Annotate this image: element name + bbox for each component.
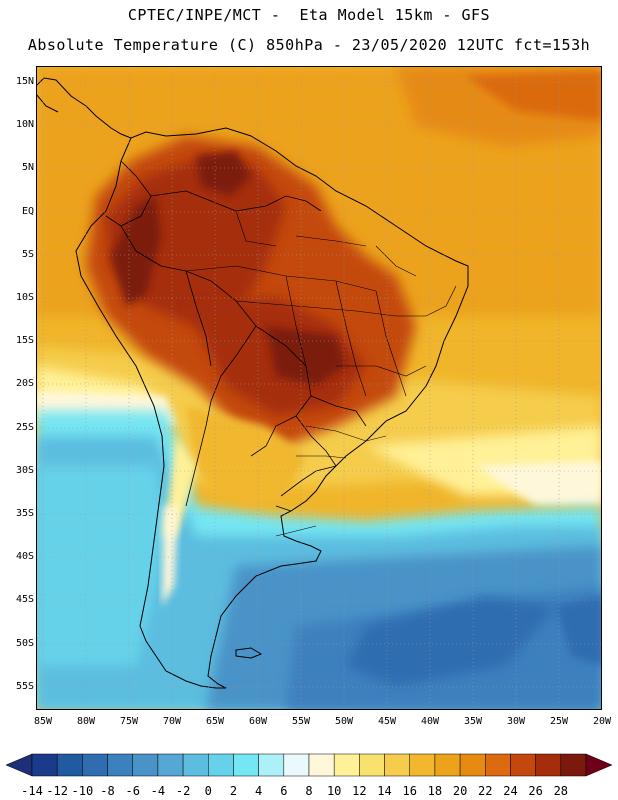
colorbar-tick-label: 0 (204, 784, 212, 798)
colorbar-swatch (157, 753, 184, 777)
colorbar-tick-label: -14 (21, 784, 43, 798)
colorbar-tick-label: 28 (553, 784, 569, 798)
colorbar-tick-label: -10 (71, 784, 94, 798)
coastline (36, 77, 469, 689)
colorbar-tick-label: 2 (229, 784, 238, 798)
colorbar-tick-label: -4 (150, 784, 166, 798)
colorbar-swatch (459, 753, 486, 777)
lat-tick-label: 45S (15, 594, 34, 606)
lat-tick-label: 25S (15, 421, 34, 433)
lon-tick-label: 25W (549, 716, 569, 727)
lon-tick-label: 70W (162, 716, 182, 727)
colorbar-swatch (409, 753, 436, 777)
lat-tick-label: 55S (15, 680, 34, 692)
lat-tick-label: 15S (15, 335, 34, 347)
lat-tick-label: 20S (15, 378, 34, 390)
colorbar-swatch (258, 753, 285, 777)
colorbar-tick-label: 14 (377, 784, 392, 798)
lon-tick-label: 60W (248, 716, 268, 727)
colorbar-tick-label: 18 (427, 784, 443, 798)
colorbar-swatch (333, 753, 360, 777)
colorbar-tick-label: -6 (125, 784, 140, 798)
chart-title-line-1: CPTEC/INPE/MCT - Eta Model 15km - GFS (127, 6, 491, 24)
colorbar-swatch (283, 753, 310, 777)
colorbar (5, 753, 613, 777)
colorbar-swatch (31, 753, 58, 777)
colorbar-swatch (510, 753, 536, 777)
colorbar-swatch (107, 753, 133, 777)
colorbar-tick-label: 10 (326, 784, 342, 798)
lat-tick-label: 15N (15, 76, 34, 87)
colorbar-swatch (82, 753, 108, 777)
colorbar-swatch (359, 753, 385, 777)
colorbar-swatch (434, 753, 461, 777)
colorbar-tick-label: -12 (46, 784, 69, 798)
colorbar-swatch (535, 753, 562, 777)
colorbar-swatch (560, 753, 587, 777)
lon-tick-label: 65W (205, 716, 225, 727)
lon-tick-label: 55W (291, 716, 311, 727)
lat-tick-label: 5N (21, 162, 34, 174)
colorbar-tick-label: 12 (352, 784, 367, 798)
colorbar-tick-label: 4 (255, 784, 263, 798)
colorbar-tick-label: -2 (175, 784, 191, 798)
lat-tick-label: 35S (15, 508, 34, 519)
lat-tick-label: 10S (15, 292, 34, 303)
map-border (36, 66, 602, 710)
lon-tick-label: 50W (334, 716, 354, 727)
lon-tick-label: 35W (463, 716, 483, 727)
lat-tick-label: 5S (21, 248, 34, 260)
lon-tick-label: 20W (592, 716, 612, 727)
colorbar-low-arrow (5, 753, 33, 777)
grid-lines (36, 66, 602, 710)
colorbar-swatch (182, 753, 209, 777)
temperature-field (36, 66, 602, 710)
lat-tick-label: EQ (21, 205, 34, 217)
lat-tick-label: 30S (15, 464, 34, 476)
state-borders (185, 210, 457, 537)
colorbar-swatch (384, 753, 410, 777)
lat-tick-label: 40S (15, 551, 34, 563)
colorbar-tick-label: 8 (305, 784, 313, 798)
colorbar-swatch (132, 753, 159, 777)
lon-tick-label: 75W (119, 716, 139, 727)
colorbar-tick-label: 24 (503, 784, 518, 798)
colorbar-tick-label: 22 (478, 784, 493, 798)
lon-tick-label: 30W (506, 716, 526, 727)
colorbar-tick-label: 26 (528, 784, 543, 798)
colorbar-swatch (56, 753, 83, 777)
lon-tick-label: 85W (33, 716, 53, 727)
chart-title-line-2: Absolute Temperature (C) 850hPa - 23/05/… (27, 36, 591, 54)
colorbar-high-arrow (585, 753, 613, 777)
colorbar-tick-label: 20 (452, 784, 468, 798)
lon-tick-label: 45W (377, 716, 397, 727)
colorbar-tick-label: 16 (402, 784, 417, 798)
lon-tick-label: 40W (420, 716, 440, 727)
lat-tick-label: 50S (15, 637, 34, 649)
colorbar-swatch (233, 753, 259, 777)
temperature-map (36, 66, 602, 710)
colorbar-swatch (485, 753, 511, 777)
colorbar-tick-label: 6 (280, 784, 288, 798)
colorbar-swatch (308, 753, 335, 777)
lat-tick-label: 10N (15, 119, 34, 131)
colorbar-swatch (208, 753, 234, 777)
colorbar-tick-label: -8 (100, 784, 115, 798)
lon-tick-label: 80W (76, 716, 96, 727)
